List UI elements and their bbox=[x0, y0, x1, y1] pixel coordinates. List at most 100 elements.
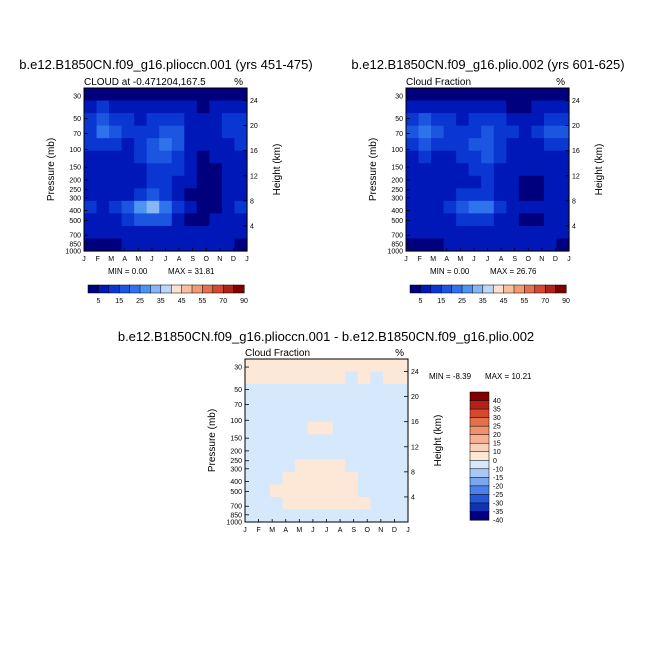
field-cell bbox=[84, 150, 98, 164]
panel-1: b.e12.B1850CN.f09_g16.plioccn.001 (yrs 4… bbox=[19, 57, 312, 305]
colorbar-label: 25 bbox=[493, 424, 501, 431]
field-cell bbox=[295, 471, 309, 485]
field-cell bbox=[418, 138, 432, 152]
field-cell bbox=[121, 188, 135, 202]
field-cell bbox=[146, 150, 160, 164]
y-tick-label: 150 bbox=[230, 436, 242, 443]
field-cell bbox=[556, 163, 570, 177]
field-cell bbox=[543, 88, 558, 102]
field-cell bbox=[332, 421, 346, 435]
colorbar-box bbox=[129, 284, 141, 294]
field-cell bbox=[443, 138, 457, 152]
x-tick-label: M bbox=[457, 256, 463, 263]
field-cell bbox=[307, 421, 321, 435]
field-cell bbox=[282, 471, 296, 485]
field-cell bbox=[196, 225, 210, 240]
field-cell bbox=[84, 200, 98, 214]
field-cell bbox=[96, 213, 110, 227]
field-cell bbox=[431, 225, 445, 240]
field-cell bbox=[468, 138, 482, 152]
field-cell bbox=[96, 100, 110, 114]
field-cell bbox=[282, 459, 296, 473]
y2-tick-label: 8 bbox=[572, 198, 576, 205]
x-tick-label: J bbox=[567, 256, 571, 263]
colorbar-label: -40 bbox=[493, 518, 503, 525]
field-cell bbox=[382, 459, 397, 473]
field-cell bbox=[493, 188, 507, 202]
field-cell bbox=[245, 484, 259, 498]
field-cell bbox=[493, 113, 507, 127]
field-cell bbox=[456, 100, 470, 114]
colorbar-label: 90 bbox=[240, 298, 248, 305]
field-cell bbox=[357, 396, 371, 410]
colorbar-box bbox=[98, 284, 110, 294]
x-tick-label: A bbox=[283, 527, 288, 534]
field-cell bbox=[295, 496, 309, 511]
y2-tick-label: 4 bbox=[411, 494, 415, 501]
y2-tick-label: 20 bbox=[411, 394, 419, 401]
field-cell bbox=[307, 434, 321, 448]
field-cell bbox=[84, 213, 98, 227]
field-cell bbox=[556, 200, 570, 214]
field-cell bbox=[506, 138, 520, 152]
colorbar-label: -20 bbox=[493, 483, 503, 490]
field-cell bbox=[320, 471, 334, 485]
field-cell bbox=[171, 163, 185, 177]
field-cell bbox=[418, 100, 432, 114]
colorbar-label: -15 bbox=[493, 475, 503, 482]
y2-tick-label: 24 bbox=[250, 98, 258, 105]
field-cell bbox=[443, 238, 457, 252]
field-cell bbox=[196, 125, 210, 139]
x-tick-label: D bbox=[392, 527, 397, 534]
x-tick-label: M bbox=[430, 256, 436, 263]
panel-3-contour-field bbox=[245, 359, 409, 523]
field-cell bbox=[245, 421, 259, 435]
field-cell bbox=[332, 434, 346, 448]
panel-3-min: MIN = -8.39 bbox=[429, 372, 472, 381]
colorbar-box bbox=[524, 284, 536, 294]
field-cell bbox=[543, 200, 558, 214]
y-tick-label: 700 bbox=[230, 504, 242, 511]
field-cell bbox=[357, 496, 371, 511]
field-cell bbox=[209, 125, 223, 139]
y-tick-label: 300 bbox=[69, 195, 81, 202]
field-cell bbox=[481, 238, 495, 252]
field-cell bbox=[531, 138, 545, 152]
panel-2-unit: % bbox=[556, 77, 565, 88]
panel-1-title: b.e12.B1850CN.f09_g16.plioccn.001 (yrs 4… bbox=[19, 57, 312, 72]
field-cell bbox=[468, 88, 482, 102]
field-cell bbox=[295, 446, 309, 460]
field-cell bbox=[270, 509, 284, 523]
field-cell bbox=[345, 409, 359, 423]
colorbar-box bbox=[469, 485, 490, 495]
field-cell bbox=[382, 509, 397, 523]
field-cell bbox=[307, 446, 321, 460]
field-cell bbox=[543, 113, 558, 127]
field-cell bbox=[493, 238, 507, 252]
colorbar-box bbox=[469, 502, 490, 513]
colorbar-box bbox=[469, 477, 490, 487]
field-cell bbox=[332, 459, 346, 473]
field-cell bbox=[234, 213, 248, 227]
y2-tick-label: 12 bbox=[250, 173, 258, 180]
panel-1-ylabel: Pressure (mb) bbox=[46, 138, 57, 201]
field-cell bbox=[493, 175, 507, 189]
colorbar-box bbox=[461, 284, 473, 294]
field-cell bbox=[184, 188, 198, 202]
y-tick-label: 30 bbox=[234, 365, 242, 372]
field-cell bbox=[270, 396, 284, 410]
field-cell bbox=[556, 175, 570, 189]
colorbar-box bbox=[170, 284, 183, 294]
field-cell bbox=[357, 484, 371, 498]
field-cell bbox=[96, 125, 110, 139]
field-cell bbox=[543, 125, 558, 139]
field-cell bbox=[382, 384, 397, 398]
field-cell bbox=[406, 125, 420, 139]
y-tick-label: 70 bbox=[395, 131, 403, 138]
field-cell bbox=[307, 396, 321, 410]
y-tick-label: 1000 bbox=[387, 249, 403, 256]
field-cell bbox=[406, 138, 420, 152]
field-cell bbox=[406, 163, 420, 177]
y-tick-label: 100 bbox=[391, 147, 403, 154]
